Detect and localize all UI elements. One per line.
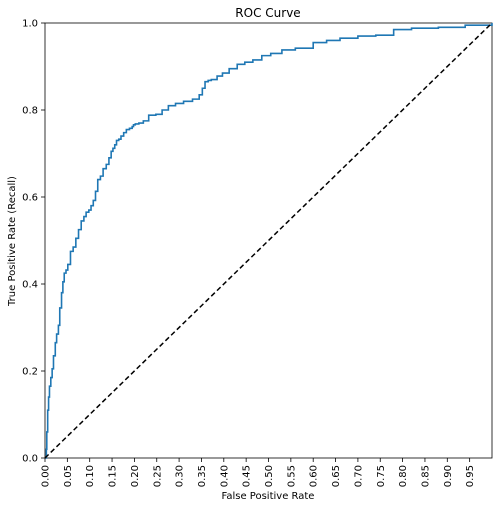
- plot-area: [44, 22, 493, 459]
- x-tick-label: 0.95: [465, 465, 476, 487]
- x-tick-label: 0.65: [331, 465, 342, 487]
- roc-curve-line: [45, 23, 493, 459]
- x-tick-label: 0.20: [130, 465, 141, 487]
- x-tick-label: 0.25: [152, 465, 163, 487]
- y-axis-label: True Positive Rate (Recall): [7, 176, 18, 307]
- x-tick-label: 0.70: [353, 465, 364, 487]
- y-tick-label: 0.4: [22, 280, 38, 291]
- x-tick-label: 0.85: [420, 465, 431, 487]
- x-tick-label: 0.80: [398, 465, 409, 487]
- y-tick-label: 0.8: [22, 106, 38, 117]
- x-axis-label: False Positive Rate: [222, 491, 315, 502]
- x-tick-label: 0.60: [309, 465, 320, 487]
- x-tick-label: 0.75: [376, 465, 387, 487]
- x-tick-label: 0.10: [85, 465, 96, 487]
- chart-title: ROC Curve: [235, 6, 300, 20]
- x-tick-label: 0.90: [443, 465, 454, 487]
- y-tick-label: 0.0: [22, 454, 38, 465]
- x-tick-label: 0.05: [63, 465, 74, 487]
- y-tick-label: 0.6: [22, 193, 38, 204]
- x-tick-label: 0.40: [219, 465, 230, 487]
- x-tick-label: 0.15: [108, 465, 119, 487]
- x-tick-label: 0.50: [264, 465, 275, 487]
- x-tick-label: 0.55: [286, 465, 297, 487]
- chance-diagonal-line: [44, 22, 493, 459]
- x-tick-label: 0.45: [242, 465, 253, 487]
- y-tick-label: 0.2: [22, 367, 38, 378]
- y-tick-label: 1.0: [22, 19, 38, 30]
- x-axis-ticks: 0.00 0.05 0.10 0.15 0.20 0.25 0.30 0.35 0.40 0.45…: [41, 458, 476, 487]
- y-axis-ticks: 0.0 0.2 0.4 0.6 0.8 1.0: [22, 19, 45, 465]
- x-tick-label: 0.35: [197, 465, 208, 487]
- x-tick-label: 0.30: [175, 465, 186, 487]
- x-tick-label: 0.00: [41, 465, 52, 487]
